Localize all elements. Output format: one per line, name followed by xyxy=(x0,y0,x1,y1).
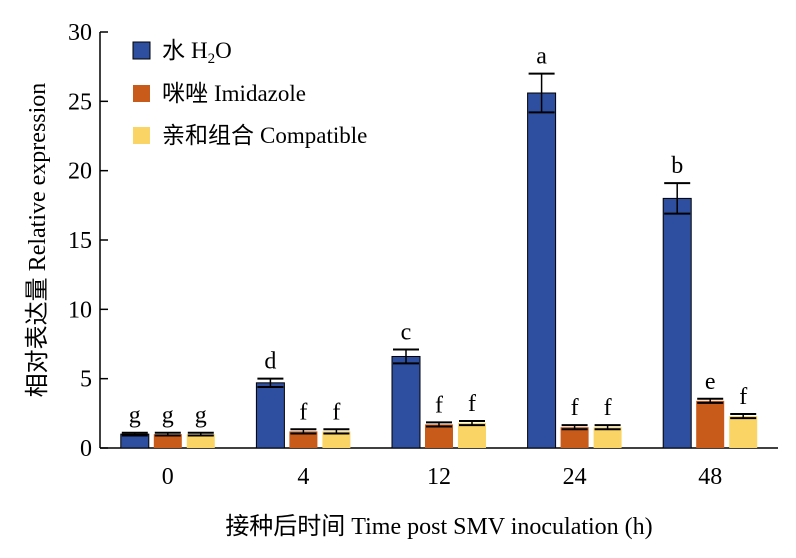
x-tick-label: 48 xyxy=(698,464,722,490)
legend-swatch-imidazole xyxy=(133,85,150,102)
legend-item-compatible: 亲和组合 Compatible xyxy=(133,123,367,148)
significance-letter-compatible: f xyxy=(739,384,747,410)
y-tick-label: 15 xyxy=(68,228,92,254)
significance-letter-imidazole: e xyxy=(705,369,716,395)
bar-h2o xyxy=(527,92,557,449)
significance-letter-h2o: d xyxy=(264,349,276,375)
bar-compatible xyxy=(322,431,351,448)
significance-letter-compatible: f xyxy=(604,395,612,421)
legend-label-h2o-cn: 水 xyxy=(162,38,185,63)
x-tick-label: 4 xyxy=(297,464,309,490)
legend-label-h2o-en: H xyxy=(191,38,208,63)
bar-imidazole xyxy=(696,400,725,448)
legend-label-imidazole-cn: 咪唑 xyxy=(162,81,208,106)
x-tick-label: 0 xyxy=(162,464,174,490)
significance-letter-h2o: a xyxy=(536,44,547,70)
significance-letter-compatible: f xyxy=(468,391,476,417)
significance-letter-imidazole: f xyxy=(571,395,579,421)
y-tick-label: 25 xyxy=(68,89,92,115)
y-axis-title: 相对表达量 Relative expression xyxy=(24,83,51,398)
legend-label-imidazole: 咪唑 Imidazole xyxy=(162,81,306,106)
legend-label-imidazole-en: Imidazole xyxy=(214,81,306,106)
bar-imidazole xyxy=(425,424,453,448)
significance-letter-compatible: f xyxy=(332,399,340,425)
legend-label-compatible-cn: 亲和组合 xyxy=(162,123,254,148)
legend-label-compatible-en: Compatible xyxy=(260,123,367,148)
significance-letter-h2o: c xyxy=(401,320,412,346)
bar-compatible xyxy=(186,434,215,448)
significance-letter-h2o: g xyxy=(129,403,141,429)
x-axis-title: 接种后时间 Time post SMV inoculation (h) xyxy=(225,513,652,540)
legend-swatch-h2o xyxy=(132,41,151,60)
legend-label-h2o: 水 H2O xyxy=(162,38,232,67)
legend-label-h2o-sub: 2 xyxy=(208,51,216,67)
bar-h2o xyxy=(255,382,285,449)
y-ticks: 0 5 10 15 20 25 30 xyxy=(68,20,108,462)
legend-label-h2o-end: O xyxy=(215,38,232,63)
y-tick-label: 5 xyxy=(80,367,92,393)
bar-imidazole xyxy=(153,434,182,448)
y-tick-label: 20 xyxy=(68,159,92,185)
significance-letter-compatible: g xyxy=(195,403,207,429)
legend-item-imidazole: 咪唑 Imidazole xyxy=(133,81,306,106)
x-ticks: 0 4 12 24 48 xyxy=(162,440,722,490)
bar-compatible xyxy=(729,416,758,448)
significance-letter-imidazole: f xyxy=(299,399,307,425)
y-tick-label: 10 xyxy=(68,297,92,323)
significance-letter-h2o: b xyxy=(671,153,683,179)
legend-item-h2o: 水 H2O xyxy=(132,38,232,67)
x-tick-label: 24 xyxy=(563,464,587,490)
y-tick-label: 0 xyxy=(80,436,92,462)
y-tick-label: 30 xyxy=(68,20,92,46)
legend: 水 H2O 咪唑 Imidazole 亲和组合 Compatible xyxy=(132,38,367,148)
bar-h2o xyxy=(391,355,421,449)
bar-imidazole xyxy=(560,427,589,448)
significance-letter-imidazole: f xyxy=(435,392,443,418)
bar-imidazole xyxy=(289,431,318,448)
bar-compatible xyxy=(593,427,622,448)
significance-letter-imidazole: g xyxy=(162,403,174,429)
bar-h2o xyxy=(662,197,692,449)
x-tick-label: 12 xyxy=(427,464,451,490)
legend-swatch-compatible xyxy=(133,127,150,144)
legend-label-compatible: 亲和组合 Compatible xyxy=(162,123,367,148)
bar-compatible xyxy=(458,423,486,448)
